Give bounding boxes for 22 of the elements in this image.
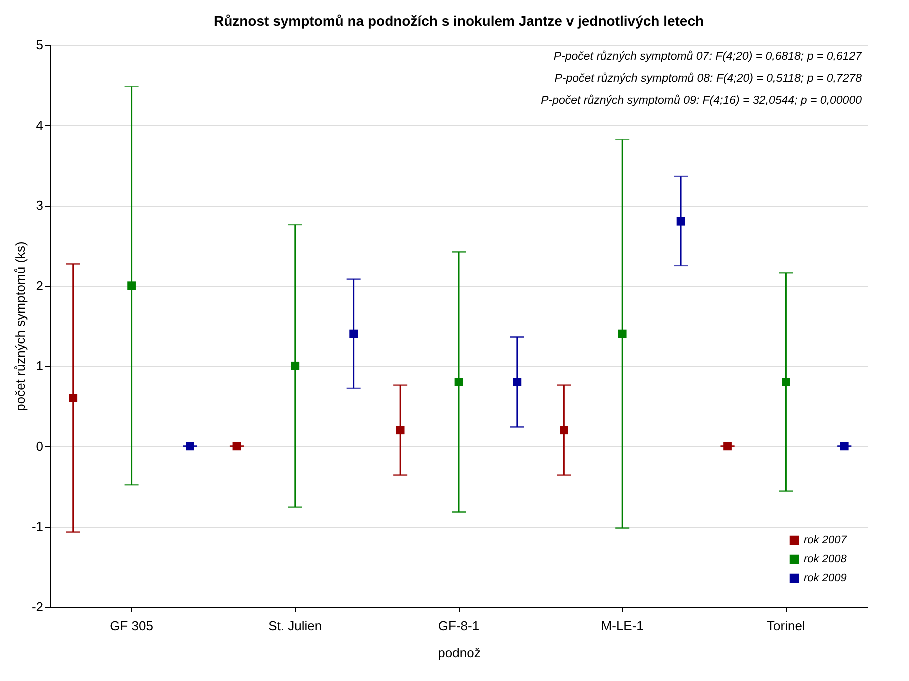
y-tick-label: 2 — [36, 278, 44, 294]
y-tick-label: 4 — [36, 118, 44, 133]
annotation: P-počet různých symptomů 09: F(4;16) = 32,0544; p = 0,00000 — [541, 94, 863, 107]
y-tick-label: 1 — [36, 358, 44, 374]
y-tick-label: 0 — [36, 438, 44, 454]
y-tick-label: -2 — [32, 600, 44, 614]
legend-label: rok 2009 — [804, 572, 847, 584]
y-axis-title: počet různých symptomů (ks) — [12, 242, 28, 412]
x-tick-label: GF 305 — [110, 618, 154, 634]
x-tick-label: St. Julien — [268, 618, 322, 634]
annotation: P-počet různých symptomů 08: F(4;20) = 0,5118; p = 0,7278 — [554, 72, 863, 85]
legend-label: rok 2008 — [804, 554, 848, 566]
y-tick-label: 5 — [36, 38, 44, 52]
x-axis-title: podnož — [438, 646, 481, 660]
y-tick-label: 3 — [36, 198, 44, 214]
x-tick-label: GF-8-1 — [438, 618, 480, 634]
legend-label: rok 2007 — [804, 534, 848, 546]
chart-title: Různost symptomů na podnožích s inokulem Jantze v jednotlivých letech — [214, 13, 704, 29]
annotation: P-počet různých symptomů 07: F(4;20) = 0,6818; p = 0,6127 — [554, 50, 863, 63]
x-tick-label: M-LE-1 — [601, 618, 644, 634]
y-tick-label: -1 — [32, 519, 44, 534]
x-tick-label: Torinel — [767, 618, 806, 634]
